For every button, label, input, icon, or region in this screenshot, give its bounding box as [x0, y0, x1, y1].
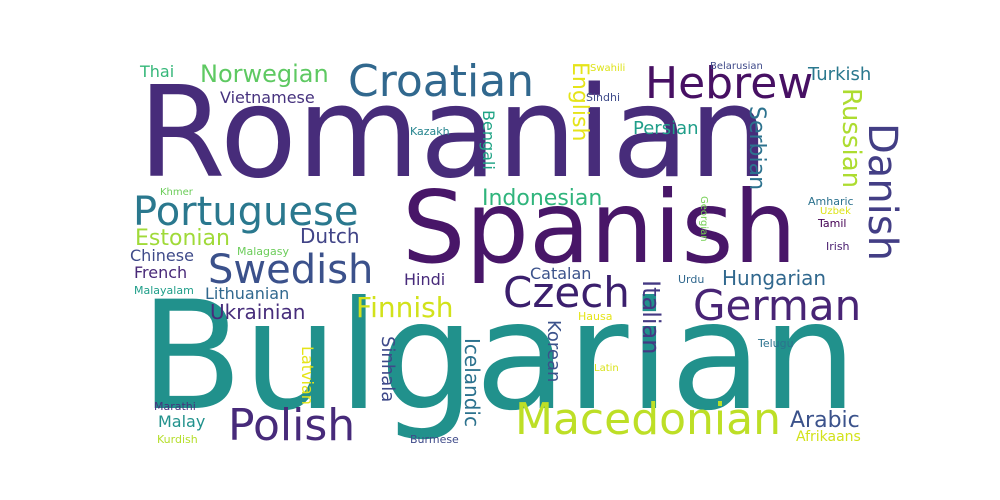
word-estonian: Estonian	[135, 226, 230, 251]
word-french: French	[134, 263, 188, 282]
word-hindi: Hindi	[404, 270, 446, 289]
word-marathi: Marathi	[154, 400, 196, 413]
word-thai: Thai	[140, 62, 175, 81]
word-indonesian: Indonesian	[482, 186, 603, 211]
word-georgian: Georgian	[698, 196, 709, 242]
word-spanish: Spanish	[402, 169, 797, 286]
word-serbian: Serbian	[744, 106, 769, 191]
word-romanian: Romanian	[138, 59, 769, 206]
word-sindhi: Sindhi	[586, 91, 621, 104]
word-telugu: Telugu	[758, 337, 794, 350]
word-korean: Korean	[543, 320, 564, 383]
word-polish: Polish	[228, 400, 356, 451]
word-macedonian: Macedonian	[515, 394, 781, 445]
word-italian: Italian	[637, 280, 665, 355]
word-arabic: Arabic	[790, 408, 860, 433]
word-swahili: Swahili	[590, 63, 626, 74]
word-icelandic: Icelandic	[460, 338, 484, 427]
word-bengali: Bengali	[479, 110, 498, 170]
word-russian: Russian	[836, 88, 866, 189]
word-malayalam: Malayalam	[134, 284, 194, 297]
word-urdu: Urdu	[678, 273, 705, 286]
word-portuguese: Portuguese	[133, 189, 359, 235]
word-turkish: Turkish	[808, 64, 872, 85]
word-dutch: Dutch	[300, 224, 360, 248]
word-belarusian: Belarusian	[710, 61, 763, 72]
word-hungarian: Hungarian	[722, 266, 827, 290]
word-uzbek: Uzbek	[820, 206, 851, 217]
word-malagasy: Malagasy	[237, 245, 289, 258]
word-hebrew: Hebrew	[645, 58, 814, 109]
word-ukrainian: Ukrainian	[210, 300, 306, 324]
word-latvian: Latvian	[298, 346, 317, 405]
word-czech: Czech	[503, 268, 630, 317]
word-bulgarian: Bulgarian	[140, 270, 858, 444]
word-norwegian: Norwegian	[200, 60, 329, 88]
word-sinhala: Sinhala	[377, 336, 398, 403]
word-latin: Latin	[594, 363, 619, 374]
word-afrikaans: Afrikaans	[796, 429, 861, 445]
word-tamil: Tamil	[818, 217, 847, 230]
word-hausa: Hausa	[578, 310, 613, 323]
word-croatian: Croatian	[348, 56, 535, 107]
word-danish: Danish	[859, 123, 905, 261]
word-amharic: Amharic	[808, 195, 854, 208]
word-kazakh: Kazakh	[410, 125, 450, 138]
word-german: German	[693, 281, 862, 330]
word-catalan: Catalan	[530, 264, 592, 283]
word-khmer: Khmer	[160, 187, 193, 198]
word-malay: Malay	[158, 412, 206, 431]
word-burmese: Burmese	[410, 433, 459, 446]
word-vietnamese: Vietnamese	[220, 88, 315, 107]
word-finnish: Finnish	[356, 291, 454, 324]
word-persian: Persian	[633, 118, 699, 139]
word-swedish: Swedish	[208, 247, 374, 293]
word-lithuanian: Lithuanian	[205, 284, 290, 303]
word-irish: Irish	[826, 240, 850, 253]
word-chinese: Chinese	[130, 246, 194, 265]
word-kurdish: Kurdish	[157, 433, 198, 446]
